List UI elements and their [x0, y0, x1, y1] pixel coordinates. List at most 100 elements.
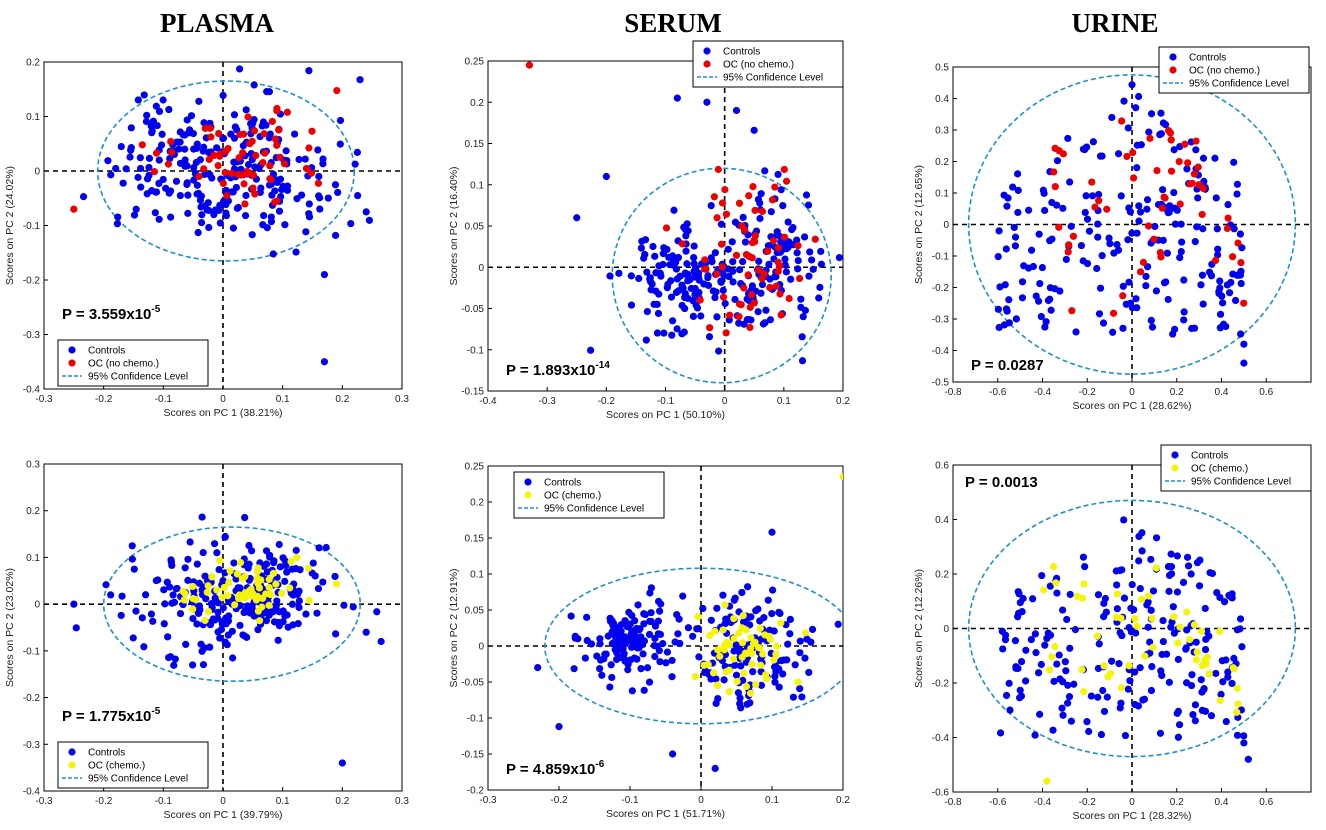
point-controls — [1128, 229, 1136, 237]
point-controls — [654, 617, 662, 625]
point-oc — [780, 165, 788, 174]
point-controls — [596, 664, 604, 673]
point-controls — [650, 642, 658, 650]
point-oc — [741, 226, 749, 234]
point-outlier — [1240, 359, 1248, 367]
point-controls — [1213, 251, 1222, 259]
point-oc — [1188, 179, 1196, 187]
point-controls — [1119, 282, 1127, 290]
p-value-label: P = 0.0013 — [965, 474, 1038, 491]
x-axis-label: Scores on PC 1 (39.79%) — [163, 809, 282, 821]
y-tick-label: 0 — [34, 167, 40, 178]
point-controls — [635, 626, 643, 634]
point-oc — [694, 613, 702, 621]
point-controls — [1191, 238, 1199, 246]
point-oc — [1240, 299, 1248, 307]
point-controls — [1083, 718, 1091, 726]
point-controls — [746, 621, 754, 629]
y-tick-label: -0.3 — [23, 740, 41, 751]
y-tick-label: -0.3 — [932, 315, 950, 326]
point-controls — [1233, 626, 1241, 634]
legend: Controls OC (no chemo.) 95% Confidence Lev… — [692, 40, 844, 88]
point-oc — [756, 624, 764, 632]
point-controls — [251, 163, 259, 171]
point-controls — [160, 586, 168, 594]
point-controls — [184, 191, 192, 199]
legend-label: OC (no chemo.) — [1189, 66, 1260, 77]
point-oc — [1136, 268, 1145, 276]
point-controls — [805, 272, 813, 280]
column-title-plasma: PLASMA — [160, 8, 274, 38]
point-controls — [1120, 97, 1128, 105]
point-oc — [261, 149, 269, 157]
point-oc — [746, 689, 755, 697]
point-controls — [199, 147, 207, 155]
point-controls — [606, 683, 614, 691]
point-controls — [791, 661, 799, 669]
point-controls — [1059, 606, 1067, 614]
point-controls — [1120, 594, 1129, 602]
point-controls — [779, 670, 787, 678]
point-controls — [1192, 146, 1200, 154]
point-oc — [811, 235, 819, 243]
y-tick-label: 0 — [943, 220, 949, 231]
point-controls — [802, 191, 811, 199]
point-controls — [1188, 671, 1196, 679]
p-value-label: P = 0.0287 — [971, 357, 1044, 374]
chart-panel-urine-no-chemo: -0.8 -0.6 -0.4 -0.2 0 0.2 0.4 0.6 -0.5 -0.4 -0.3 -0… — [913, 46, 1312, 412]
point-controls — [1191, 717, 1199, 725]
point-controls — [758, 280, 767, 289]
point-oc — [718, 263, 726, 271]
point-controls — [1053, 157, 1062, 165]
point-oc — [233, 570, 241, 578]
point-controls — [1179, 578, 1188, 587]
legend-label: Controls — [1191, 451, 1228, 462]
point-oc — [765, 632, 773, 640]
point-controls — [732, 671, 741, 679]
point-controls — [1116, 628, 1124, 637]
point-outlier — [732, 106, 741, 115]
point-controls — [145, 171, 153, 179]
point-controls — [784, 218, 792, 226]
point-controls — [232, 183, 241, 192]
point-oc — [1133, 622, 1141, 630]
y-tick-label: -0.2 — [23, 693, 41, 704]
point-controls — [1211, 154, 1219, 162]
point-controls — [275, 540, 283, 549]
x-tick-label: -0.1 — [155, 796, 173, 807]
point-oc — [226, 567, 234, 575]
point-controls — [276, 175, 285, 183]
point-outlier — [70, 205, 78, 213]
point-controls — [1082, 192, 1090, 200]
x-axis-label: Scores on PC 1 (28.62%) — [1072, 400, 1191, 412]
point-controls — [283, 568, 291, 576]
point-controls — [265, 134, 273, 142]
point-oc — [713, 270, 721, 278]
point-controls — [1135, 532, 1143, 541]
point-controls — [190, 176, 198, 184]
point-oc — [1119, 292, 1127, 300]
legend: Controls OC (no chemo.) 95% Confidence Lev… — [57, 339, 209, 387]
point-controls — [1046, 582, 1054, 590]
point-controls — [155, 156, 163, 164]
point-controls — [324, 194, 332, 202]
point-controls — [645, 630, 654, 639]
point-oc — [287, 558, 295, 566]
x-tick-label: 0.6 — [1259, 387, 1273, 398]
point-controls — [1067, 222, 1075, 230]
y-tick-label: 0 — [943, 624, 949, 635]
point-controls — [735, 645, 744, 653]
point-oc — [1174, 639, 1182, 647]
point-controls — [1143, 205, 1151, 213]
point-controls — [649, 242, 657, 251]
point-controls — [189, 129, 197, 138]
point-outlier — [534, 664, 542, 672]
point-controls — [1093, 264, 1101, 273]
point-controls — [721, 299, 729, 308]
point-controls — [293, 195, 301, 203]
point-controls — [1071, 626, 1080, 634]
point-controls — [634, 601, 642, 609]
point-oc — [220, 583, 228, 592]
point-controls — [1081, 563, 1089, 571]
point-controls — [164, 633, 172, 641]
